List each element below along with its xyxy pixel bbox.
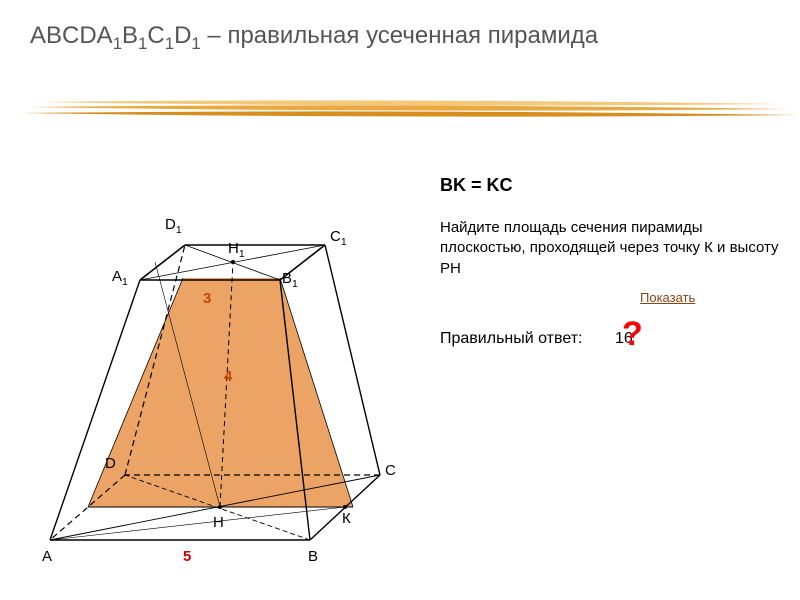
pyramid-diagram: A B C D К H A1 B1 C1 D1 H1 3 4 5 bbox=[20, 200, 440, 580]
section-fill bbox=[88, 278, 353, 507]
label-H1: H1 bbox=[228, 240, 245, 260]
label-H: H bbox=[213, 514, 224, 531]
label-K: К bbox=[342, 510, 351, 527]
problem-statement: Найдите площадь сечения пирамиды плоскос… bbox=[440, 218, 780, 279]
dim-3: 3 bbox=[203, 290, 211, 307]
label-D1: D1 bbox=[165, 216, 182, 236]
question-mark-overlay: ? bbox=[622, 315, 643, 354]
point-H1 bbox=[231, 260, 235, 264]
point-H bbox=[218, 505, 222, 509]
line-AK bbox=[50, 507, 345, 540]
edge-CC1 bbox=[325, 245, 380, 475]
label-A1: A1 bbox=[112, 268, 128, 288]
label-C1: C1 bbox=[330, 228, 347, 248]
label-D: D bbox=[105, 455, 116, 472]
label-B: B bbox=[308, 548, 318, 565]
title-underline-decoration bbox=[0, 98, 800, 120]
label-B1: B1 bbox=[282, 270, 298, 290]
label-C: C bbox=[385, 462, 396, 479]
condition-text: BK = KC bbox=[440, 175, 513, 196]
label-A: A bbox=[42, 548, 52, 565]
dim-4: 4 bbox=[224, 368, 232, 385]
answer-label: Правильный ответ: bbox=[440, 330, 582, 348]
edge-D1A1 bbox=[140, 245, 185, 280]
point-K bbox=[343, 505, 347, 509]
dim-5: 5 bbox=[183, 548, 191, 565]
page-title: ABCDA1B1C1D1 – правильная усеченная пира… bbox=[30, 20, 598, 55]
show-answer-link[interactable]: Показать bbox=[640, 290, 695, 305]
